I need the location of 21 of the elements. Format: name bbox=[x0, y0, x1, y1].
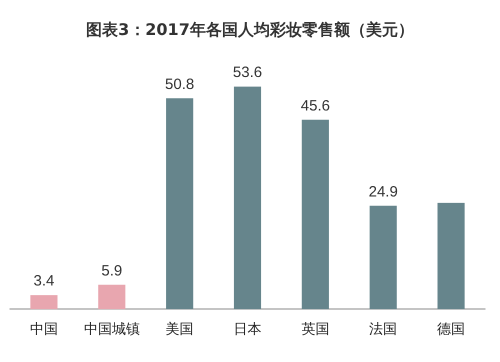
bar bbox=[370, 206, 397, 310]
data-label: 53.6 bbox=[232, 64, 262, 82]
data-label: 5.9 bbox=[101, 262, 122, 280]
bar bbox=[30, 295, 58, 310]
x-tick-label: 美国 bbox=[166, 320, 194, 336]
x-tick-label: 中国 bbox=[30, 320, 58, 336]
bar bbox=[98, 284, 126, 310]
data-label: 3.4 bbox=[34, 272, 54, 290]
bar bbox=[302, 120, 329, 310]
bar bbox=[438, 202, 465, 310]
chart-title: 图表3：2017年各国人均彩妆零售额（美元） bbox=[85, 20, 415, 41]
x-tick-label: 德国 bbox=[437, 320, 466, 336]
data-label: 45.6 bbox=[300, 97, 330, 114]
bar bbox=[234, 86, 262, 310]
bar bbox=[166, 98, 194, 310]
x-tick-label: 法国 bbox=[369, 320, 398, 336]
x-tick-label: 日本 bbox=[234, 320, 262, 336]
data-label: 50.8 bbox=[165, 76, 194, 93]
x-tick-label: 中国城镇 bbox=[84, 320, 140, 336]
x-tick-label: 英国 bbox=[301, 320, 330, 336]
data-label: 24.9 bbox=[368, 183, 398, 200]
